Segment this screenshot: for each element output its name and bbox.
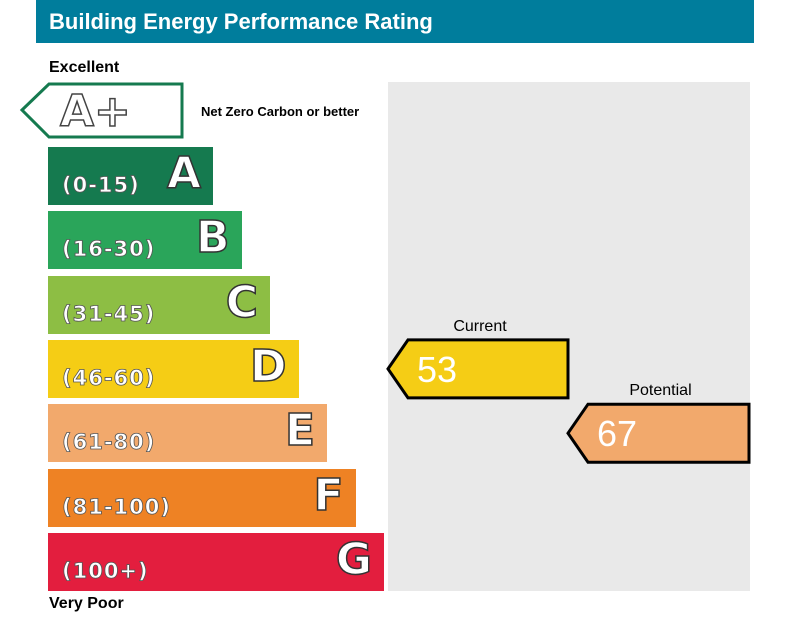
band-range-label: (46-60): [62, 365, 156, 390]
band-letter: G: [335, 533, 373, 586]
band-b: (16-30) B: [48, 211, 242, 270]
band-letter: C: [225, 276, 259, 329]
rating-label-current: Current: [453, 317, 507, 335]
scale-bottom-label: Very Poor: [49, 595, 124, 612]
band-a: (0-15) A: [48, 147, 213, 205]
aplus-letter: A+: [59, 85, 131, 138]
band-c: (31-45) C: [48, 275, 270, 334]
rating-arrow-current: [386, 338, 570, 400]
band-range-label: (31-45): [62, 301, 156, 326]
band-letter: A: [166, 147, 202, 200]
band-range-label: (61-80): [62, 430, 156, 455]
band-range-label: (16-30): [62, 237, 156, 262]
chart-title: Building Energy Performance Rating: [36, 0, 754, 43]
band-range-label: (81-100): [62, 494, 171, 519]
band-g: (100+) G: [48, 532, 384, 591]
band-e: (61-80) E: [48, 404, 327, 463]
aplus-arrow: [19, 82, 184, 139]
aplus-note: Net Zero Carbon or better: [201, 104, 360, 119]
band-range-label: (100+): [62, 558, 149, 583]
scale-top-label: Excellent: [49, 59, 120, 76]
band-letter: E: [284, 404, 316, 457]
band-letter: D: [249, 340, 287, 393]
band-letter: F: [313, 469, 345, 522]
rating-value-potential: 67: [597, 413, 638, 455]
rating-label-potential: Potential: [629, 382, 692, 400]
band-f: (81-100) F: [48, 468, 356, 527]
rating-arrow-potential: [566, 402, 751, 464]
rating-value-current: 53: [417, 348, 458, 390]
rating-panel: [388, 82, 750, 591]
band-letter: B: [195, 212, 230, 265]
band-d: (46-60) D: [48, 339, 299, 398]
band-range-label: (0-15): [62, 173, 140, 198]
